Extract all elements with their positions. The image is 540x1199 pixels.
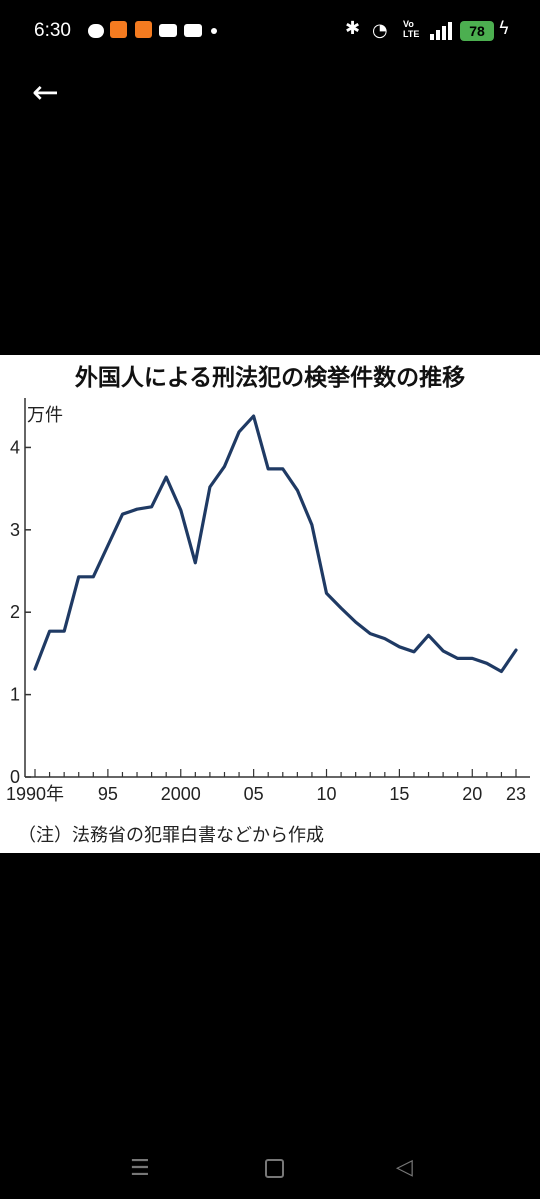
x-tick-label: 95 <box>98 784 118 804</box>
back-triangle-icon[interactable]: ◁ <box>396 1155 413 1180</box>
y-tick-label: 4 <box>10 437 20 457</box>
series-polyline <box>33 414 518 674</box>
y-tick-label: 2 <box>10 602 20 622</box>
y-tick-label: 3 <box>10 520 20 540</box>
x-tick-label: 1990年 <box>6 784 64 804</box>
more-notifications-icon <box>211 28 217 34</box>
temu-notification-icon <box>110 21 127 38</box>
status-bar: 6:30 ✱ ◔ Vo LTE 78 ϟ <box>0 0 540 62</box>
battery-level: 78 <box>460 21 494 41</box>
bluetooth-icon: ✱ <box>345 18 361 39</box>
chart-image[interactable]: 外国人による刑法犯の検挙件数の推移 万件 0 1 2 3 4 1990年 95 2000 05 1… <box>0 355 540 853</box>
y-axis-unit-label: 万件 <box>27 405 63 426</box>
charging-icon: ϟ <box>498 18 510 39</box>
y-tick-label: 0 <box>10 767 20 787</box>
x-tick-label: 23 <box>506 784 526 804</box>
recent-apps-icon[interactable]: ☰ <box>130 1156 150 1181</box>
youtube-notification-icon <box>184 24 202 37</box>
signal-icon <box>430 22 454 40</box>
wifi-icon: ◔ <box>372 20 388 41</box>
chart-source-note: （注）法務省の犯罪白書などから作成 <box>18 825 324 846</box>
chat-notification-icon <box>88 24 104 38</box>
clock: 6:30 <box>34 20 71 41</box>
x-tick-label: 20 <box>462 784 482 804</box>
x-tick-label: 05 <box>244 784 264 804</box>
system-navigation-bar: ☰ ◁ <box>0 1140 540 1199</box>
chart-title: 外国人による刑法犯の検挙件数の推移 <box>75 364 465 391</box>
youtube-notification-icon <box>159 24 177 37</box>
series-line <box>33 414 518 674</box>
x-tick-label: 10 <box>316 784 336 804</box>
temu-notification-icon <box>135 21 152 38</box>
home-icon[interactable] <box>265 1159 284 1178</box>
back-arrow-icon[interactable]: ← <box>32 73 59 111</box>
y-tick-label: 1 <box>10 685 20 705</box>
x-tick-label: 15 <box>389 784 409 804</box>
x-tick-label: 2000 <box>161 784 201 804</box>
volte-icon: Vo LTE <box>403 19 420 39</box>
